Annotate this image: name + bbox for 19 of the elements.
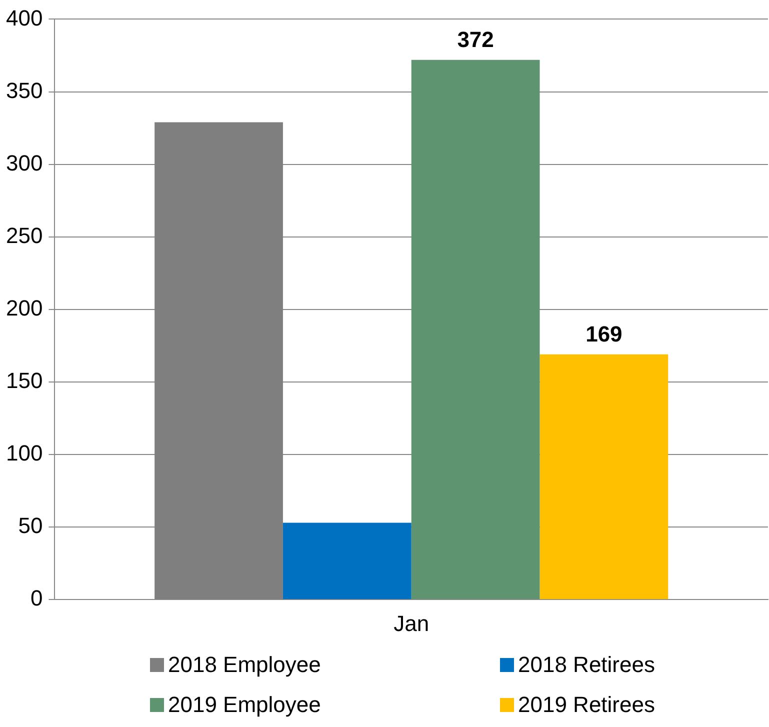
y-tick-label: 50 xyxy=(18,513,43,538)
y-tick-label: 350 xyxy=(6,78,43,103)
legend-label: 2019 Employee xyxy=(168,692,321,718)
legend-label: 2018 Employee xyxy=(168,652,321,678)
y-tick-label: 400 xyxy=(6,5,43,30)
legend-label: 2018 Retirees xyxy=(518,652,655,678)
y-tick-label: 200 xyxy=(6,295,43,320)
y-tick-label: 150 xyxy=(6,368,43,394)
x-tick-label: Jan xyxy=(394,610,430,636)
legend-label: 2019 Retirees xyxy=(518,692,655,718)
data-label: 169 xyxy=(586,321,622,346)
y-tick-label: 100 xyxy=(6,440,43,466)
y-tick-label: 300 xyxy=(6,150,43,176)
y-tick-label: 250 xyxy=(6,222,43,248)
data-label: 372 xyxy=(457,26,494,52)
bar xyxy=(540,354,668,600)
bar xyxy=(282,522,412,600)
y-tick-label: 0 xyxy=(30,586,43,611)
bar xyxy=(411,60,540,600)
